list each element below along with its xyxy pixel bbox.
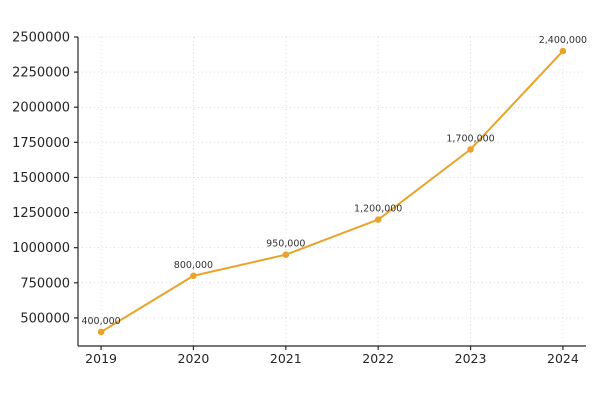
y-tick-label: 1750000	[12, 136, 70, 151]
x-tick-label: 2021	[270, 351, 302, 366]
series-line	[100, 50, 564, 333]
y-tick-label: 750000	[20, 276, 70, 291]
data-point	[97, 328, 105, 336]
x-tick-label: 2024	[547, 351, 579, 366]
data-point-label: 1,700,000	[446, 133, 494, 144]
y-tick-label: 1000000	[12, 241, 70, 256]
y-tick-label: 500000	[20, 311, 70, 326]
data-point	[374, 216, 382, 223]
x-tick-label: 2022	[362, 351, 394, 366]
data-point	[282, 251, 290, 259]
data-point-label: 400,000	[81, 316, 120, 327]
data-point	[467, 146, 474, 153]
y-tick-label: 2250000	[12, 66, 70, 81]
y-tick-label: 1500000	[12, 171, 70, 186]
x-tick-label: 2023	[455, 351, 487, 366]
data-point	[190, 272, 197, 280]
x-tick-label: 2020	[178, 351, 210, 366]
y-tick-label: 2000000	[12, 101, 70, 116]
y-tick-label: 2500000	[12, 31, 70, 46]
data-point-label: 950,000	[266, 239, 305, 250]
x-tick-label: 2019	[85, 351, 117, 366]
data-point	[559, 47, 567, 55]
data-point-label: 2,400,000	[539, 35, 587, 46]
y-tick-label: 1250000	[12, 206, 70, 221]
data-point-label: 800,000	[174, 260, 213, 271]
data-point-label: 1,200,000	[354, 204, 402, 215]
